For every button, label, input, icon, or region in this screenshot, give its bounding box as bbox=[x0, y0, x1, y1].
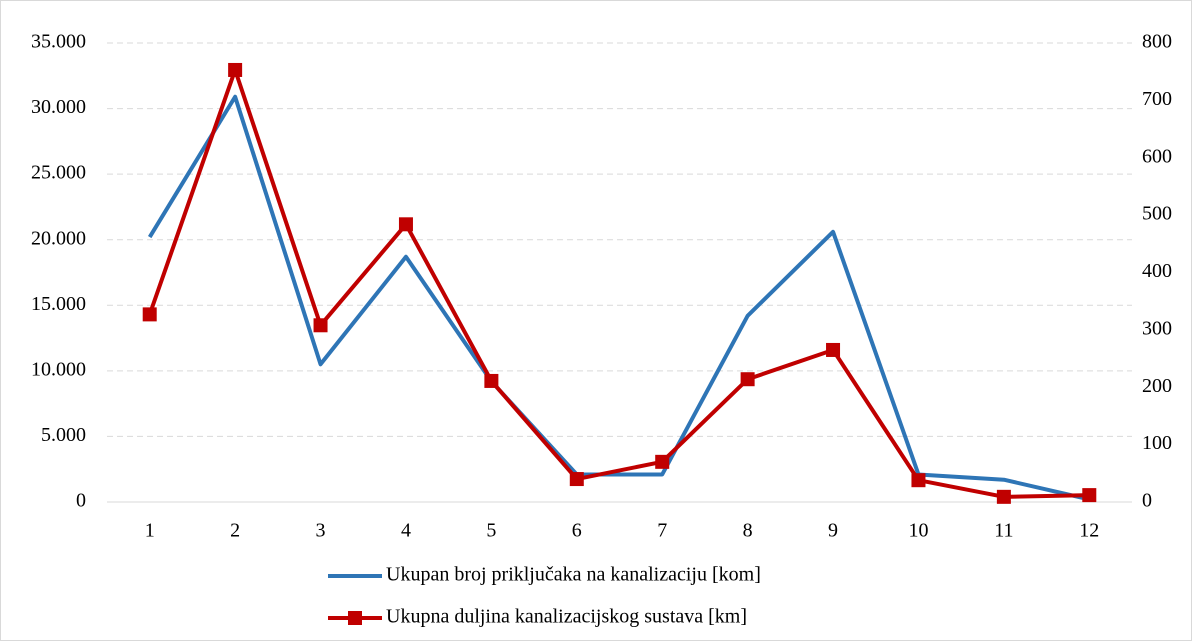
y-tick-label: 10.000 bbox=[31, 358, 86, 380]
legend-label: Ukupna duljina kanalizacijskog sustava [… bbox=[386, 606, 747, 628]
y-tick-label: 5.000 bbox=[41, 424, 86, 446]
marker bbox=[655, 454, 670, 469]
y-tick-label: 20.000 bbox=[31, 227, 86, 249]
y2-tick-label: 0 bbox=[1142, 490, 1152, 512]
marker bbox=[484, 373, 499, 388]
y-tick-label: 35.000 bbox=[31, 31, 86, 53]
marker bbox=[142, 307, 157, 322]
marker bbox=[996, 489, 1011, 504]
series-line bbox=[147, 94, 1090, 502]
y2-tick-label: 400 bbox=[1142, 260, 1172, 282]
x-tick-label: 12 bbox=[1079, 520, 1099, 542]
x-tick-label: 11 bbox=[994, 520, 1013, 542]
y-tick-label: 15.000 bbox=[31, 293, 86, 315]
x-tick-label: 6 bbox=[572, 520, 582, 542]
x-tick-label: 4 bbox=[401, 520, 411, 542]
x-tick-label: 5 bbox=[486, 520, 496, 542]
x-tick-label: 1 bbox=[145, 520, 155, 542]
y2-tick-label: 600 bbox=[1142, 145, 1172, 167]
marker bbox=[826, 342, 841, 357]
y2-tick-label: 700 bbox=[1142, 88, 1172, 110]
marker bbox=[313, 318, 328, 333]
x-tick-label: 3 bbox=[316, 520, 326, 542]
y2-tick-label: 300 bbox=[1142, 317, 1172, 339]
x-tick-label: 8 bbox=[743, 520, 753, 542]
marker bbox=[911, 473, 926, 488]
y-tick-label: 25.000 bbox=[31, 162, 86, 184]
marker bbox=[398, 217, 413, 232]
y-tick-label: 0 bbox=[76, 490, 86, 512]
marker bbox=[569, 472, 584, 487]
y2-tick-label: 200 bbox=[1142, 375, 1172, 397]
marker bbox=[740, 372, 755, 387]
marker bbox=[228, 62, 243, 77]
legend-label: Ukupan broj priključaka na kanalizaciju … bbox=[386, 564, 761, 586]
legend-marker bbox=[348, 611, 362, 625]
marker bbox=[1082, 488, 1097, 503]
y2-tick-label: 500 bbox=[1142, 203, 1172, 225]
x-tick-label: 10 bbox=[908, 520, 928, 542]
x-tick-label: 2 bbox=[230, 520, 240, 542]
y-tick-label: 30.000 bbox=[31, 96, 86, 118]
y2-tick-label: 100 bbox=[1142, 432, 1172, 454]
y2-tick-label: 800 bbox=[1142, 31, 1172, 53]
series-line bbox=[147, 67, 1090, 499]
x-tick-label: 7 bbox=[657, 520, 667, 542]
x-tick-label: 9 bbox=[828, 520, 838, 542]
